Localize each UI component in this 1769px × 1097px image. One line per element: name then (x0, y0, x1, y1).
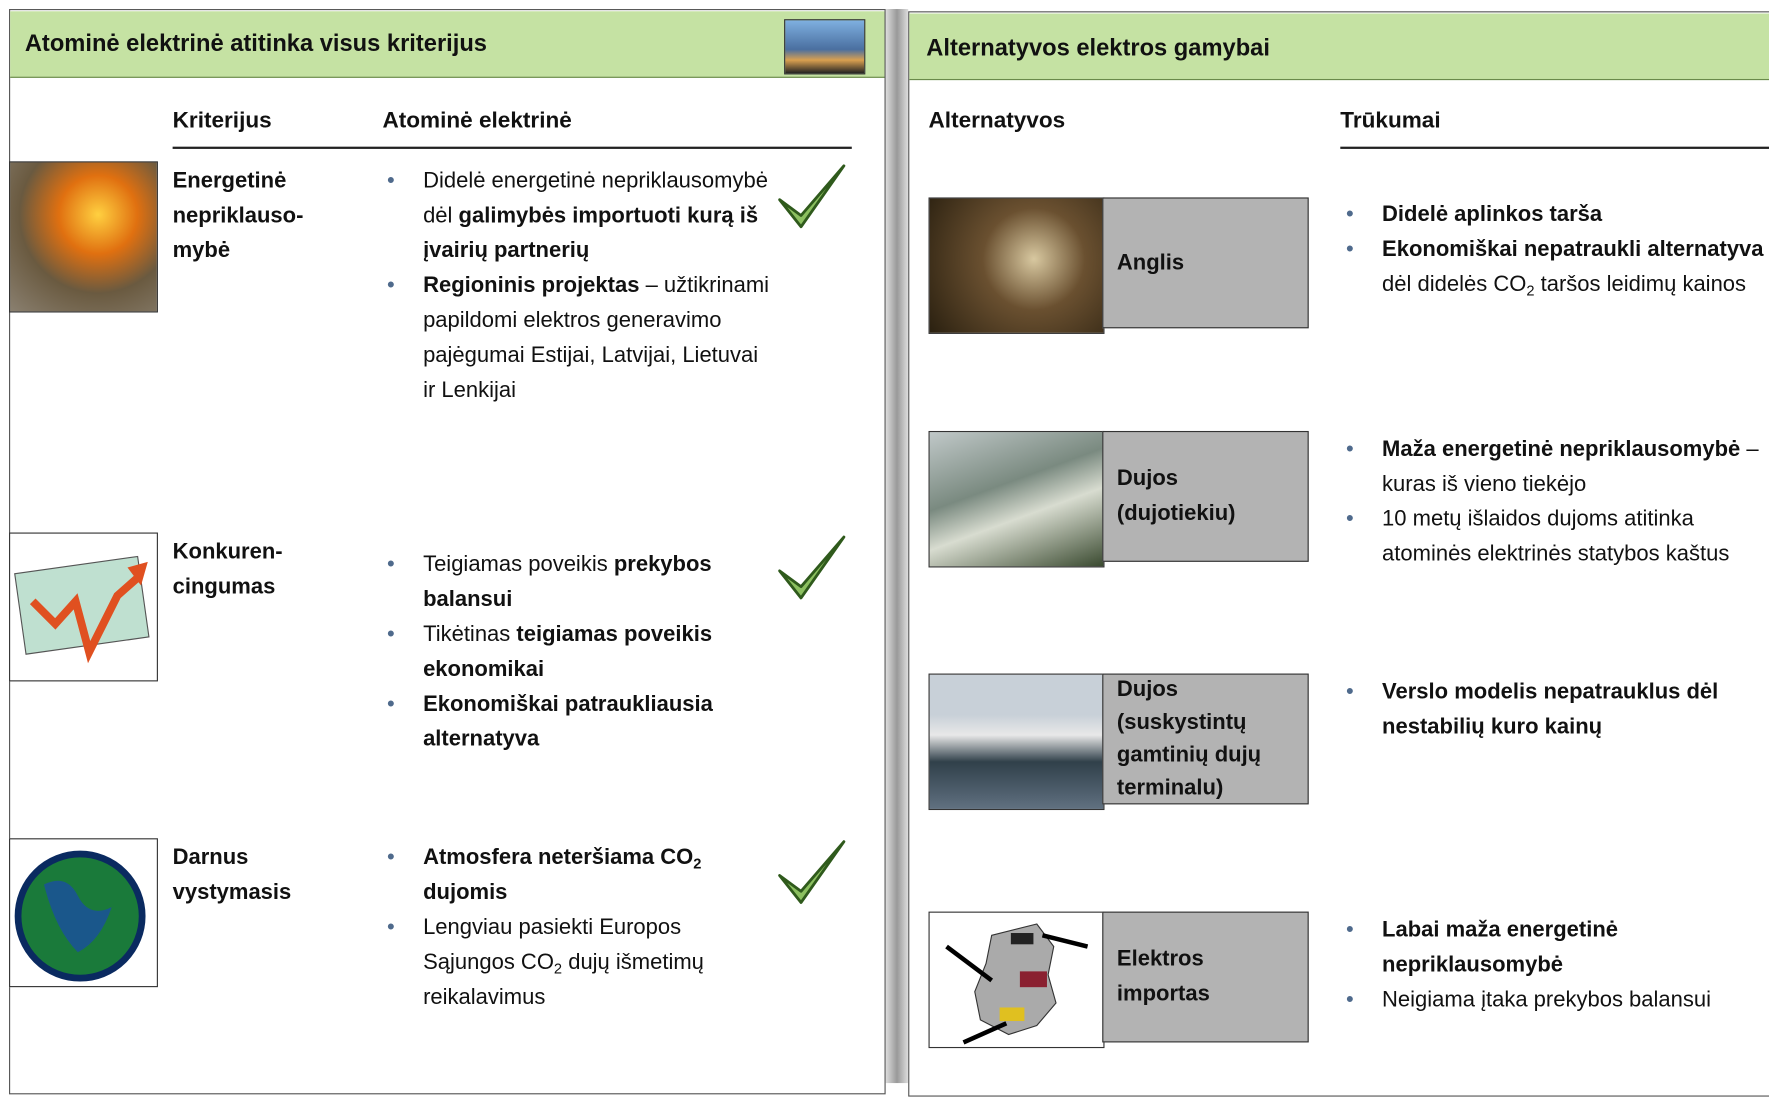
alternative-label: Elektros importas (1102, 911, 1309, 1043)
text-run: teigiamas poveikis ekonomikai (423, 621, 713, 682)
checkmark (778, 535, 846, 600)
text-run: 10 metų išlaidos dujoms atitinka atominė… (1382, 506, 1730, 567)
criterion-line: cingumas (172, 574, 276, 600)
text-run: prekybos balansui (423, 551, 712, 612)
left-title: Atominė elektrinė atitinka visus kriteri… (24, 30, 487, 57)
text-run: dėl didelės CO (1382, 271, 1527, 297)
chart-icon (9, 532, 158, 682)
label-line: Anglis (1116, 249, 1185, 275)
bullet-list: Verslo modelis nepatrauklus dėl nestabil… (1346, 675, 1766, 745)
alternative-label: Dujos (suskystintų gamtinių dujų terminalu) (1102, 673, 1309, 805)
bullet: Lengviau pasiekti Europos Sąjungos CO2 d… (387, 910, 773, 1015)
text-run: Neigiama įtaka prekybos balansui (1382, 987, 1712, 1012)
bullet: Didelė energetinė nepriklausomybė dėl ga… (387, 164, 773, 269)
text-run: Regioninis projektas (423, 273, 640, 298)
column-header: Atominė elektrinė (382, 108, 572, 134)
criterion: Darnus vystymasis (173, 841, 365, 911)
text-run: Lengviau pasiekti Europos Sąjungos CO (423, 914, 682, 975)
text-run: Didelė aplinkos tarša (1382, 201, 1603, 227)
text-run: 2 (553, 960, 563, 978)
chart-icon-drawing (14, 555, 150, 664)
label-line: Elektros (1116, 946, 1204, 972)
text-run: – užtikrinami papildomi elektros generav… (423, 273, 770, 403)
column-header: Trūkumai (1340, 108, 1441, 134)
bullet: Teigiamas poveikis prekybos balansui (387, 547, 773, 617)
coal-image (928, 197, 1105, 334)
bullet: Ekonomiškai patraukliausia alternatyva (387, 687, 773, 757)
text-run: Teigiamas poveikis (423, 551, 614, 577)
bullet: Maža energetinė nepriklausomybė – kuras … (1346, 432, 1766, 502)
bullet-list: Didelė energetinė nepriklausomybė dėl ga… (387, 164, 773, 409)
right-title: Alternatyvos elektros gamybai (926, 34, 1270, 61)
criterion-line: mybė (172, 238, 231, 263)
label-line: (suskystintų (1116, 709, 1247, 735)
bullet: Ekonomiškai nepatraukli alternatyva dėl … (1346, 232, 1766, 302)
criterion: Konkuren-cingumas (173, 535, 365, 605)
text-run: Verslo modelis nepatrauklus dėl nestabil… (1382, 679, 1719, 739)
text-run: Atmosfera neteršiama CO (423, 845, 694, 870)
text-run: Maža energetinė nepriklausomybė (1382, 436, 1741, 462)
divider (885, 9, 909, 1084)
text-run: Ekonomiškai nepatraukli alternatyva (1382, 236, 1764, 262)
plant-photo (784, 19, 866, 75)
bullet-list: Teigiamas poveikis prekybos balansuiTikė… (387, 547, 773, 757)
column-header: Kriterijus (172, 108, 272, 134)
criterion: Energetinė nepriklauso-mybė (173, 164, 365, 269)
bullet-list: Labai maža energetinė nepriklausomybė Nei… (1346, 913, 1766, 1018)
text-run: dujomis (423, 879, 508, 905)
bullet: Regioninis projektas – užtikrinami papil… (387, 269, 773, 409)
text-run: 2 (693, 855, 702, 873)
criterion-line: nepriklauso- (172, 203, 304, 228)
checkmark (778, 164, 846, 229)
bullet: Verslo modelis nepatrauklus dėl nestabil… (1346, 675, 1766, 745)
text-run: galimybės importuoti kurą iš įvairių par… (423, 203, 759, 263)
pipeline-fire-image (9, 161, 158, 313)
map-drawing (945, 923, 1089, 1045)
label-line: Dujos (1116, 465, 1179, 491)
alternative-label: Anglis (1102, 197, 1309, 329)
text-run: Labai maža energetinė nepriklausomybė (1382, 917, 1619, 978)
bullet: Didelė aplinkos tarša (1346, 197, 1766, 232)
bullet: Neigiama įtaka prekybos balansui (1346, 983, 1766, 1018)
map-image (928, 911, 1105, 1049)
header-rule (172, 146, 852, 149)
text-run: Tikėtinas (423, 621, 517, 647)
label-line: gamtinių dujų (1116, 742, 1262, 768)
label-line: importas (1116, 981, 1210, 1007)
header-rule (1340, 146, 1769, 149)
bullet: Tikėtinas teigiamas poveikis ekonomikai (387, 617, 773, 687)
text-run: taršos leidimų kainos (1534, 271, 1747, 297)
pipeline-image (928, 430, 1105, 568)
bullet-list: Maža energetinė nepriklausomybė – kuras … (1346, 432, 1766, 572)
bullet: 10 metų išlaidos dujoms atitinka atominė… (1346, 502, 1766, 572)
checkmark (778, 840, 846, 904)
column-header: Alternatyvos (928, 108, 1066, 134)
left-title-bar: Atominė elektrinė atitinka visus kriteri… (10, 11, 885, 78)
right-title-bar: Alternatyvos elektros gamybai (909, 13, 1769, 81)
globe-drawing (14, 850, 146, 982)
text-run: Didelė energetinė nepriklausomybė dėl (423, 168, 768, 228)
text-run: – kuras iš vieno tiekėjo (1382, 436, 1759, 497)
globe-icon (9, 838, 158, 988)
lng-image (928, 673, 1105, 811)
bullet-list: Didelė aplinkos tarša Ekonomiškai nepatra… (1346, 197, 1766, 302)
label-line: terminalu) (1116, 775, 1224, 800)
label-line: (dujotiekiu) (1116, 500, 1236, 526)
text-run: Ekonomiškai patraukliausia alternatyva (423, 691, 713, 752)
bullet: Labai maža energetinė nepriklausomybė (1346, 913, 1766, 983)
label-line: Dujos (1116, 676, 1179, 702)
text-run: dujų išmetimų reikalavimus (423, 949, 704, 1010)
criterion-line: Darnus (172, 845, 249, 870)
criterion-line: vystymasis (172, 879, 292, 905)
bullet: Atmosfera neteršiama CO2 dujomis (387, 841, 773, 911)
criterion-line: Energetinė (172, 168, 287, 193)
text-run: 2 (1526, 282, 1535, 299)
alternative-label: Dujos (dujotiekiu) (1102, 430, 1309, 562)
bullet-list: Atmosfera neteršiama CO2 dujomisLengviau… (387, 841, 773, 1016)
criterion-line: Konkuren- (172, 539, 283, 565)
